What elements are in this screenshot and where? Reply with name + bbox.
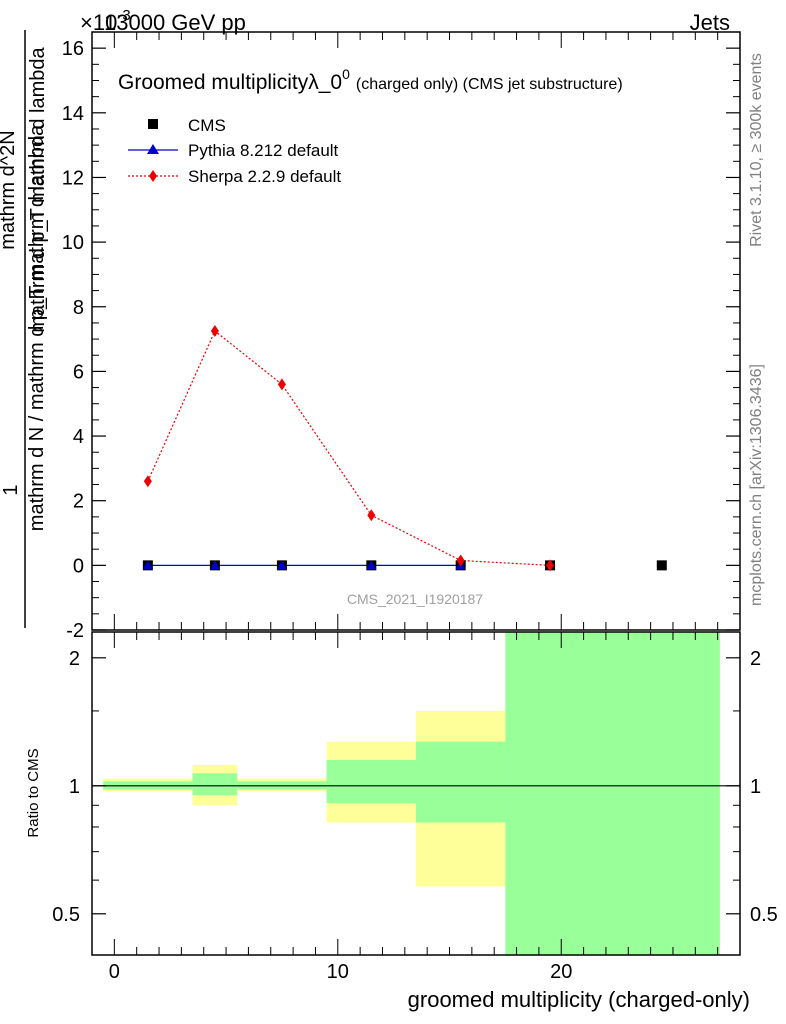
- sherpa-point: [367, 509, 376, 522]
- sherpa-point: [456, 554, 465, 567]
- rivet-label: Rivet 3.1.10, ≥ 300k events: [748, 53, 765, 247]
- legend-marker-cms: [148, 119, 158, 129]
- legend-label-cms: CMS: [188, 116, 226, 135]
- sherpa-point: [210, 325, 219, 337]
- analysis-watermark: CMS_2021_I1920187: [347, 591, 483, 607]
- main-ticks: -2 0 2 4 6 8 10 12 14 16: [62, 31, 740, 642]
- pythia-point: [209, 560, 220, 570]
- main-ytick-label: -2: [66, 620, 84, 642]
- ratio-band-green: [326, 759, 416, 804]
- mcplots-label: mcplots.cern.ch [arXiv:1306.3436]: [748, 364, 765, 606]
- ratio-ylabel: Ratio to CMS: [25, 748, 42, 837]
- sherpa-point: [143, 475, 152, 488]
- ratio-ytick-label-right: 0.5: [750, 904, 778, 926]
- ratio-ytick-label: 2: [69, 648, 80, 670]
- ratio-band-green: [505, 632, 720, 955]
- main-ylabel: 1 mathrm d N / mathrm d p_T mathrm d lam…: [0, 30, 49, 628]
- legend: CMS Pythia 8.212 default Sherpa 2.2.9 de…: [128, 116, 341, 186]
- main-ytick-label: 12: [62, 167, 84, 189]
- legend-label-sherpa: Sherpa 2.2.9 default: [188, 167, 341, 186]
- sherpa-line: [147, 330, 551, 566]
- main-plot-frame: [91, 31, 741, 631]
- ylabel-inner-denominator: mathrm d p_T mathrm d lambda: [27, 46, 49, 332]
- ratio-ytick-label-right: 2: [750, 648, 761, 670]
- legend-label-pythia: Pythia 8.212 default: [188, 141, 339, 160]
- ratio-band-green: [192, 773, 238, 796]
- exponent-label: ×10-3: [80, 7, 131, 35]
- ylabel-numerator: 1: [0, 484, 22, 495]
- legend-marker-pythia: [147, 144, 159, 154]
- ratio-ticks: 0.5 0.51 12 20 10 20: [52, 632, 778, 983]
- ratio-plot-frame: [91, 631, 741, 956]
- legend-marker-sherpa: [149, 170, 157, 182]
- ratio-xtick-label: 10: [327, 961, 349, 983]
- ylabel-inner-numerator: mathrm d^2N: [0, 130, 19, 249]
- main-ytick-label: 10: [62, 232, 84, 254]
- ratio-xtick-label: 0: [109, 961, 120, 983]
- sherpa-point: [277, 378, 286, 391]
- ratio-ytick-label: 1: [69, 776, 80, 798]
- ratio-ytick-label: 0.5: [52, 904, 80, 926]
- energy-label: 13000 GeV pp: [104, 10, 246, 35]
- main-ytick-label: 2: [73, 491, 84, 513]
- main-ytick-label: 14: [62, 103, 84, 125]
- main-ytick-label: 4: [73, 426, 84, 448]
- ratio-xlabel: groomed multiplicity (charged-only): [408, 987, 750, 1012]
- category-label: Jets: [690, 10, 730, 35]
- main-series: [142, 325, 667, 572]
- pythia-point: [142, 560, 153, 570]
- cms-point: [656, 560, 667, 571]
- pythia-point: [276, 560, 287, 570]
- sherpa-point: [546, 559, 555, 572]
- main-ytick-label: 8: [73, 297, 84, 319]
- main-ytick-label: 0: [73, 555, 84, 577]
- ylabel-denominator: mathrm d N / mathrm d p_T mathrm d lambd…: [26, 124, 48, 531]
- ratio-ytick-label-right: 1: [750, 776, 761, 798]
- ratio-bands: [103, 632, 720, 955]
- ratio-band-green: [416, 741, 506, 823]
- pythia-point: [366, 560, 377, 570]
- main-ytick-label: 6: [73, 361, 84, 383]
- main-title: Groomed multiplicityλ_00(charged only) (…: [118, 66, 623, 94]
- ratio-xtick-label: 20: [550, 961, 572, 983]
- main-ytick-label: 16: [62, 38, 84, 60]
